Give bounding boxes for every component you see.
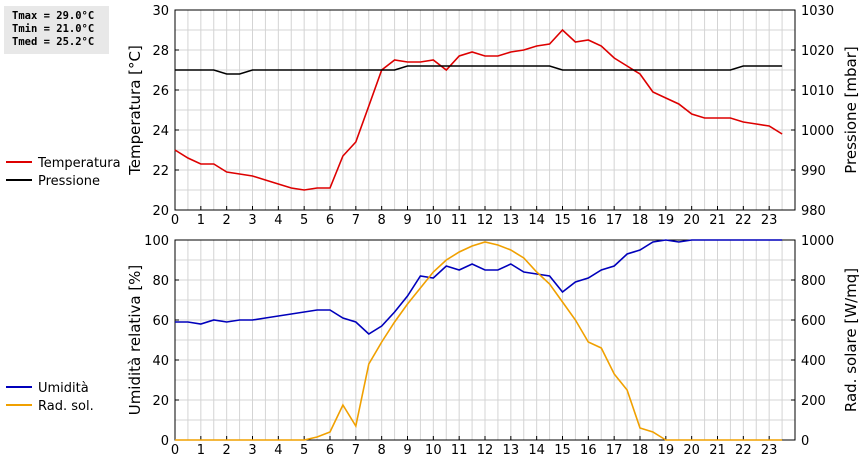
x-tick-label: 8 xyxy=(378,213,386,228)
x-tick-label: 2 xyxy=(223,443,231,458)
x-tick-label: 15 xyxy=(554,213,571,228)
y-left-tick-label: 80 xyxy=(152,274,169,289)
x-tick-label: 9 xyxy=(403,213,411,228)
x-tick-label: 1 xyxy=(197,443,205,458)
x-tick-label: 20 xyxy=(683,443,700,458)
y-right-axis-label: Rad. solare [W/mq] xyxy=(842,268,860,412)
x-tick-label: 20 xyxy=(683,213,700,228)
temp-pressure-panel: 0 1 2 3 4 5 6 7 8 9 10 11 12 13 14 15 16 17 18 19 20 21 22 2320… xyxy=(6,4,860,228)
legend-label: Umidità xyxy=(38,381,89,396)
y-right-tick-label: 800 xyxy=(801,274,826,289)
legend-label: Pressione xyxy=(38,174,100,189)
y-right-tick-label: 980 xyxy=(801,204,826,219)
y-left-axis-label: Temperatura [°C] xyxy=(126,45,144,176)
x-tick-label: 4 xyxy=(274,443,282,458)
x-tick-label: 13 xyxy=(503,443,520,458)
x-tick-label: 7 xyxy=(352,213,360,228)
y-left-tick-label: 100 xyxy=(144,234,169,249)
x-tick-label: 22 xyxy=(735,443,752,458)
x-tick-label: 18 xyxy=(632,443,649,458)
x-tick-label: 8 xyxy=(378,443,386,458)
x-tick-label: 3 xyxy=(248,213,256,228)
x-tick-label: 16 xyxy=(580,213,597,228)
x-tick-label: 0 xyxy=(171,443,179,458)
x-tick-label: 5 xyxy=(300,213,308,228)
series-line-1 xyxy=(175,241,783,441)
x-tick-label: 16 xyxy=(580,443,597,458)
x-tick-label: 9 xyxy=(403,443,411,458)
x-tick-label: 4 xyxy=(274,213,282,228)
y-left-tick-label: 26 xyxy=(152,84,169,99)
x-tick-label: 2 xyxy=(223,213,231,228)
x-tick-label: 19 xyxy=(658,213,675,228)
y-right-tick-label: 400 xyxy=(801,354,826,369)
x-tick-label: 6 xyxy=(326,443,334,458)
tmed-label: Tmed = 25.2°C xyxy=(12,36,95,48)
x-tick-label: 17 xyxy=(606,213,623,228)
series-line-0 xyxy=(175,239,783,336)
series-line-1 xyxy=(175,65,783,75)
x-tick-label: 23 xyxy=(761,443,778,458)
tmax-label: Tmax = 29.0°C xyxy=(12,10,95,22)
x-tick-label: 11 xyxy=(451,443,468,458)
x-tick-label: 19 xyxy=(658,443,675,458)
x-tick-label: 7 xyxy=(352,443,360,458)
x-tick-label: 11 xyxy=(451,213,468,228)
x-tick-label: 0 xyxy=(171,213,179,228)
x-tick-label: 21 xyxy=(709,213,726,228)
y-right-tick-label: 200 xyxy=(801,394,826,409)
y-left-tick-label: 24 xyxy=(152,124,169,139)
y-right-tick-label: 0 xyxy=(801,434,809,449)
x-tick-label: 6 xyxy=(326,213,334,228)
legend-label: Rad. sol. xyxy=(38,399,94,414)
y-left-tick-label: 20 xyxy=(152,204,169,219)
x-tick-label: 21 xyxy=(709,443,726,458)
humidity-radiation-panel: 0 1 2 3 4 5 6 7 8 9 10 11 12 13 14 15 16 17 18 19 20 21 22 2302… xyxy=(6,234,860,458)
x-tick-label: 12 xyxy=(477,443,494,458)
x-tick-label: 5 xyxy=(300,443,308,458)
y-left-tick-label: 0 xyxy=(161,434,169,449)
y-left-tick-label: 20 xyxy=(152,394,169,409)
x-tick-label: 14 xyxy=(528,213,545,228)
y-right-tick-label: 1020 xyxy=(801,44,834,59)
series-line-0 xyxy=(174,28,783,191)
x-tick-label: 1 xyxy=(197,213,205,228)
y-right-tick-label: 1000 xyxy=(801,124,834,139)
x-tick-label: 15 xyxy=(554,443,571,458)
y-right-tick-label: 1010 xyxy=(801,84,834,99)
x-tick-label: 12 xyxy=(477,213,494,228)
y-left-tick-label: 28 xyxy=(152,44,169,59)
x-tick-label: 10 xyxy=(425,213,442,228)
y-right-tick-label: 1030 xyxy=(801,4,834,19)
y-left-tick-label: 40 xyxy=(152,354,169,369)
y-right-tick-label: 990 xyxy=(801,164,826,179)
x-tick-label: 22 xyxy=(735,213,752,228)
y-right-tick-label: 600 xyxy=(801,314,826,329)
y-left-tick-label: 30 xyxy=(152,4,169,19)
x-tick-label: 17 xyxy=(606,443,623,458)
y-right-axis-label: Pressione [mbar] xyxy=(842,46,860,174)
y-left-tick-label: 22 xyxy=(152,164,169,179)
tmin-label: Tmin = 21.0°C xyxy=(12,23,95,35)
x-tick-label: 18 xyxy=(632,213,649,228)
x-tick-label: 10 xyxy=(425,443,442,458)
stats-box: Tmax = 29.0°C Tmin = 21.0°C Tmed = 25.2°… xyxy=(4,6,109,54)
y-left-tick-label: 60 xyxy=(152,314,169,329)
x-tick-label: 14 xyxy=(528,443,545,458)
x-tick-label: 13 xyxy=(503,213,520,228)
x-tick-label: 3 xyxy=(248,443,256,458)
y-left-axis-label: Umidità relativa [%] xyxy=(126,265,144,416)
x-tick-label: 23 xyxy=(761,213,778,228)
legend-label: Temperatura xyxy=(37,156,121,171)
y-right-tick-label: 1000 xyxy=(801,234,834,249)
